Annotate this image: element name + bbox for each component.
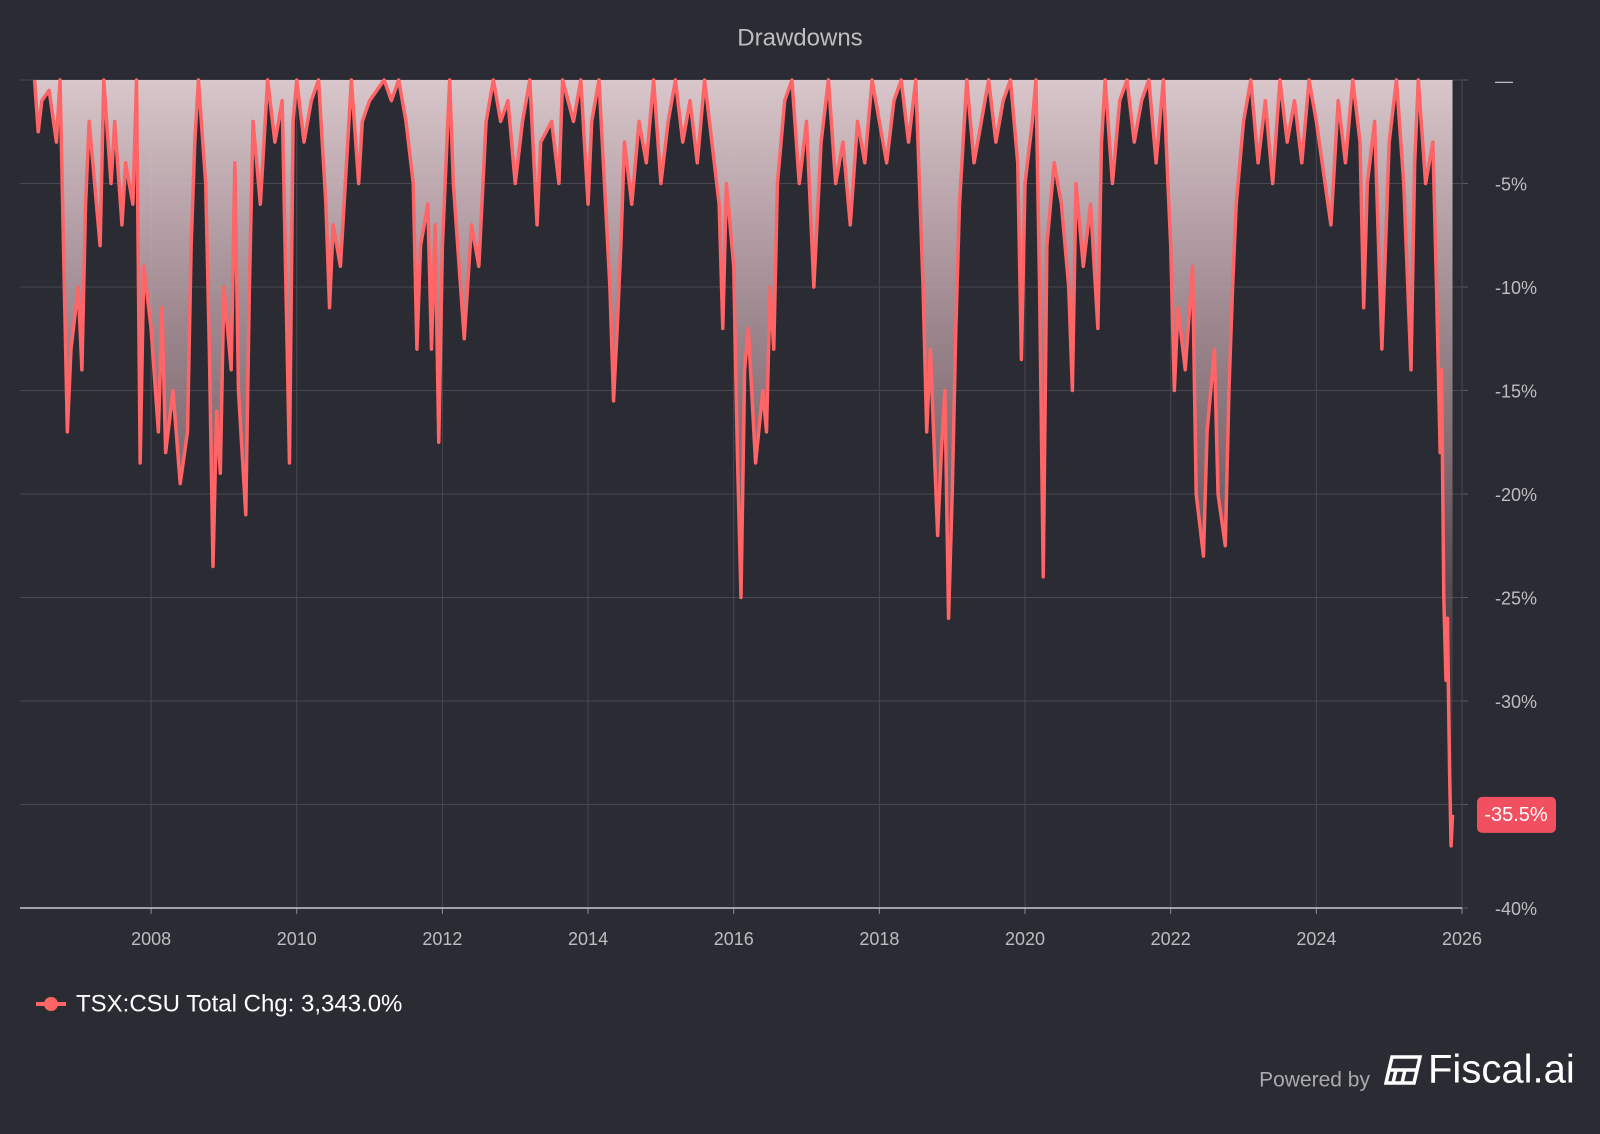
legend-marker [44,997,58,1011]
y-tick-label: -40% [1495,899,1537,919]
x-tick-label: 2010 [277,929,317,949]
x-tick-label: 2014 [568,929,608,949]
plot [32,78,1455,848]
y-tick-label: -15% [1495,381,1537,401]
y-tick-label: -5% [1495,174,1527,194]
y-tick-label: -20% [1495,485,1537,505]
current-value-badge [1477,796,1556,833]
x-tick-label: 2024 [1296,929,1336,949]
y-tick-label: -25% [1495,588,1537,608]
x-tick-label: 2018 [859,929,899,949]
footer-brand: Fiscal.ai [1428,1048,1575,1092]
y-tick-label: -30% [1495,692,1537,712]
y-tick-label: -10% [1495,278,1537,298]
x-tick-label: 2020 [1005,929,1045,949]
y-tick-label: — [1495,71,1513,91]
brand-logo [1383,1055,1423,1085]
x-tick-label: 2012 [422,929,462,949]
footer-powered-by: Powered by [1259,1069,1370,1092]
x-tick-label: 2026 [1442,929,1482,949]
chart-title: Drawdowns [737,24,862,51]
legend-label: TSX:CSU Total Chg: 3,343.0% [76,990,402,1017]
x-tick-label: 2008 [131,929,171,949]
x-tick-label: 2016 [714,929,754,949]
drawdown-line [32,78,1455,848]
current-value-label: -35.5% [1484,804,1548,826]
x-tick-label: 2022 [1151,929,1191,949]
